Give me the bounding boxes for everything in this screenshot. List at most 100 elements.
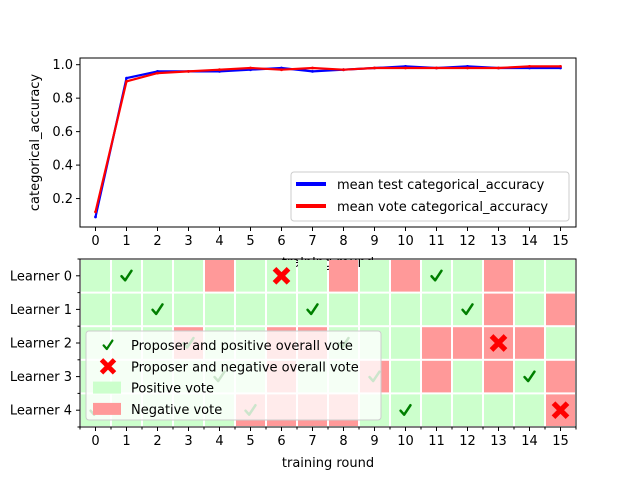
vote-x-axis: 0 1 2 3 4 5 6 7 8 9 10 11 12 13 14 15 — [79, 427, 577, 449]
positive-vote-cell — [391, 293, 420, 326]
vote-x-tick-label: 5 — [246, 434, 254, 449]
positive-vote-cell — [81, 293, 110, 326]
vote-x-tick-label: 13 — [490, 434, 507, 449]
positive-vote-cell — [515, 394, 544, 426]
vote-x-tick-label: 14 — [521, 434, 538, 449]
proposer-positive-check-icon — [306, 303, 319, 316]
vote-y-tick-label: Learner 2 — [10, 337, 72, 352]
accuracy-y-tick-label: 0.2 — [52, 192, 73, 207]
positive-vote-cell — [143, 293, 172, 326]
positive-vote-cell — [546, 327, 575, 359]
vote-legend-label: Proposer and positive overall vote — [131, 339, 353, 354]
series-1-point — [249, 66, 252, 70]
series-1-point — [187, 70, 190, 73]
proposer-positive-check-icon — [399, 403, 412, 416]
series-1-point — [497, 66, 500, 70]
positive-vote-cell — [267, 293, 296, 326]
accuracy-x-tick-label: 6 — [277, 234, 285, 249]
vote-y-axis: Learner 0 Learner 1 Learner 2 Learner 3 Lear… — [10, 258, 80, 428]
proposer-positive-check-icon — [523, 370, 536, 383]
vote-x-tick-label: 15 — [552, 434, 569, 449]
vote-y-tick-label: Learner 3 — [10, 370, 72, 385]
accuracy-y-tick-label: 1.0 — [52, 58, 73, 73]
legend-check-icon — [102, 339, 114, 351]
vote-y-tick-label: Learner 0 — [10, 269, 72, 284]
negative-vote-cell — [484, 360, 513, 393]
positive-vote-cell — [298, 293, 327, 326]
positive-vote-cell — [515, 360, 544, 393]
series-1-point — [311, 66, 314, 70]
accuracy-legend-label: mean vote categorical_accuracy — [337, 200, 548, 215]
vote-x-tick-label: 7 — [308, 434, 316, 449]
series-1-point — [280, 68, 283, 72]
proposer-negative-cross-icon — [551, 401, 570, 420]
accuracy-legend-box — [290, 171, 570, 222]
accuracy-y-tick-label: 0.8 — [52, 92, 73, 107]
positive-vote-cell — [391, 394, 420, 426]
positive-vote-cell — [236, 293, 265, 326]
positive-vote-cell — [81, 260, 110, 292]
accuracy-x-axis: 0 1 2 3 4 5 6 7 8 9 10 11 12 13 14 15 — [91, 227, 569, 249]
vote-x-tick-label: 0 — [91, 434, 99, 449]
series-1-point — [218, 68, 221, 72]
legend-negative-swatch — [93, 402, 121, 415]
accuracy-x-tick-label: 14 — [521, 234, 538, 249]
positive-vote-cell — [515, 293, 544, 326]
vote-x-tick-label: 10 — [397, 434, 414, 449]
accuracy-y-axis-label: categorical_accuracy — [28, 74, 43, 212]
series-1-point — [156, 71, 159, 75]
accuracy-y-tick-label: 0.4 — [52, 159, 73, 174]
vote-x-tick-label: 4 — [215, 434, 223, 449]
positive-vote-cell — [453, 293, 482, 326]
positive-vote-cell — [112, 293, 141, 326]
negative-vote-cell — [484, 260, 513, 292]
positive-vote-cell — [112, 260, 141, 292]
positive-vote-cell — [422, 293, 451, 326]
positive-vote-cell — [205, 293, 234, 326]
proposer-positive-check-icon — [120, 269, 133, 282]
series-1-point — [435, 66, 438, 70]
positive-vote-cell — [298, 260, 327, 292]
positive-vote-cell — [453, 394, 482, 426]
vote-legend: Proposer and positive overall vote Propos… — [85, 330, 382, 421]
series-1-point — [94, 210, 97, 214]
accuracy-x-tick-label: 0 — [91, 234, 99, 249]
legend-cross-icon — [99, 358, 117, 375]
accuracy-legend-label: mean test categorical_accuracy — [337, 178, 545, 193]
vote-x-tick-label: 3 — [184, 434, 192, 449]
vote-x-tick-label: 6 — [277, 434, 285, 449]
accuracy-x-tick-label: 3 — [184, 234, 192, 249]
positive-vote-cell — [515, 260, 544, 292]
series-1-point — [528, 65, 531, 68]
accuracy-x-tick-label: 8 — [339, 234, 347, 249]
negative-vote-cell — [391, 260, 420, 292]
vote-x-tick-label: 2 — [153, 434, 161, 449]
accuracy-series-group — [94, 65, 562, 219]
accuracy-x-tick-label: 5 — [246, 234, 254, 249]
vote-x-tick-label: 8 — [339, 434, 347, 449]
positive-vote-cell — [422, 394, 451, 426]
series-1-point — [342, 68, 345, 72]
vote-legend-label: Proposer and negative overall vote — [131, 360, 359, 375]
proposer-negative-cross-icon — [489, 334, 508, 352]
vote-x-axis-label: training round — [282, 456, 374, 471]
positive-vote-cell — [236, 260, 265, 292]
series-1-point — [466, 66, 469, 70]
negative-vote-cell — [453, 327, 482, 359]
accuracy-x-tick-label: 15 — [552, 234, 569, 249]
proposer-negative-cross-icon — [272, 266, 291, 285]
vote-legend-box — [85, 330, 382, 421]
series-0-point — [94, 215, 97, 219]
vote-legend-label: Positive vote — [131, 382, 214, 397]
proposer-positive-check-icon — [151, 303, 164, 316]
accuracy-x-tick-label: 13 — [490, 234, 507, 249]
legend-positive-swatch — [93, 381, 121, 394]
series-0-point — [125, 76, 128, 80]
positive-vote-cell — [546, 260, 575, 292]
negative-vote-cell — [515, 327, 544, 359]
positive-vote-cell — [391, 327, 420, 359]
negative-vote-cell — [329, 260, 358, 292]
